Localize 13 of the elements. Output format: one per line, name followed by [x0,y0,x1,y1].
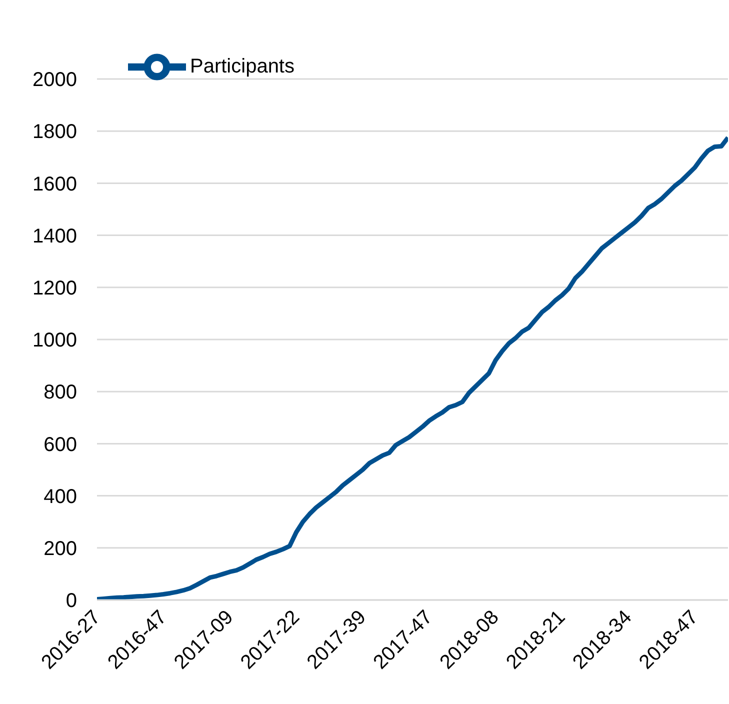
legend-label: Participants [190,55,294,78]
y-tick-label: 1000 [32,330,77,352]
y-tick-label: 1200 [32,278,77,300]
y-tick-label: 1800 [32,121,77,144]
y-tick-label: 400 [44,486,77,508]
y-tick-label: 600 [44,434,77,456]
y-tick-label: 0 [66,590,77,612]
y-tick-label: 2000 [32,69,77,92]
y-tick-label: 1400 [32,225,77,248]
y-tick-label: 200 [44,538,77,560]
y-tick-label: 1600 [32,173,77,196]
line-series [97,135,728,600]
y-tick-label: 800 [44,382,77,404]
